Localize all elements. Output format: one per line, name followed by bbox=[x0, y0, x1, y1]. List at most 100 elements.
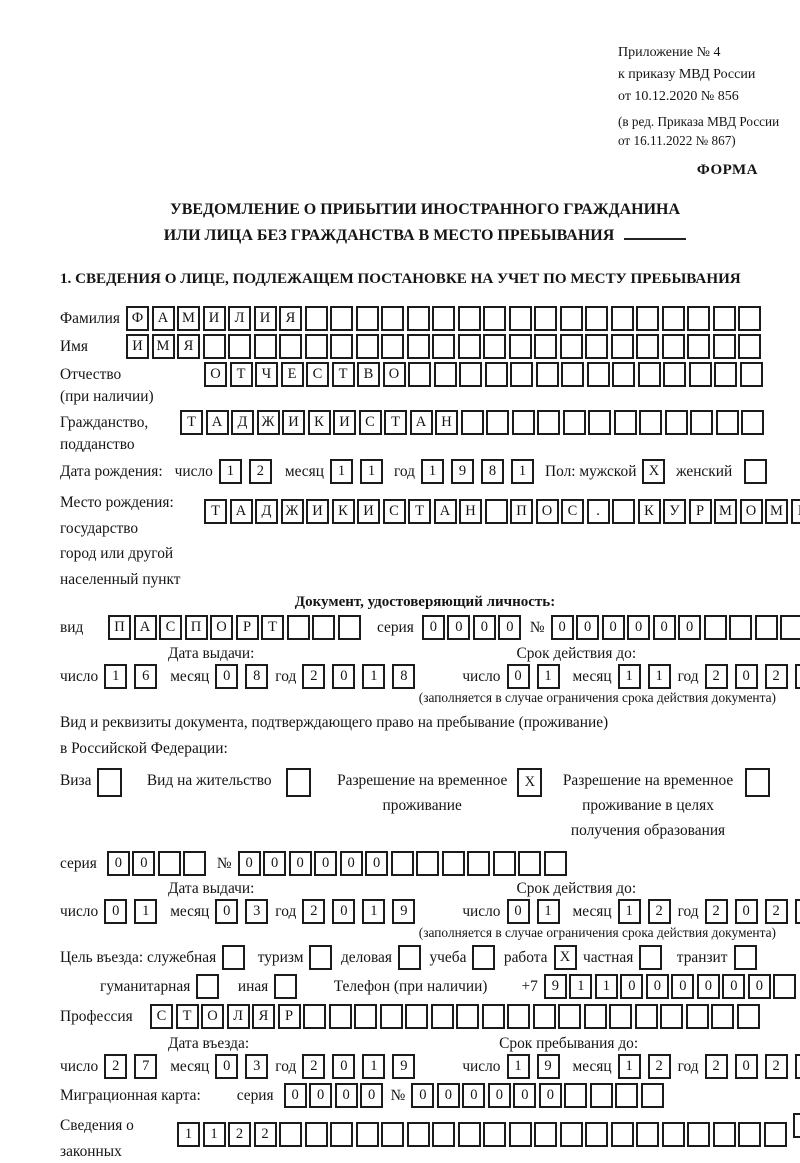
char-cell bbox=[486, 410, 509, 435]
char-cell bbox=[559, 1122, 583, 1147]
char-cell: 9 bbox=[392, 899, 416, 924]
sex-female-label: женский bbox=[675, 463, 733, 480]
char-cell: А bbox=[433, 499, 457, 524]
purpose-label: транзит bbox=[676, 949, 728, 966]
char-cell bbox=[467, 851, 491, 876]
char-cell bbox=[381, 306, 404, 331]
char-cell bbox=[687, 306, 710, 331]
char-cell: Т bbox=[204, 499, 227, 524]
month-label: месяц bbox=[170, 903, 210, 920]
char-cell: 6 bbox=[134, 664, 158, 689]
char-cell: М bbox=[714, 499, 737, 524]
mc-series-label: серия bbox=[236, 1087, 274, 1104]
char-cell: М bbox=[151, 334, 175, 359]
char-cell: П bbox=[184, 615, 208, 640]
char-cell bbox=[390, 851, 414, 876]
char-cell: 5 bbox=[794, 899, 800, 924]
char-cell bbox=[738, 1122, 761, 1147]
char-cell: Т bbox=[331, 362, 355, 387]
day-label: число bbox=[462, 668, 501, 685]
char-cell: Б bbox=[790, 499, 800, 524]
char-cell bbox=[537, 410, 560, 435]
char-cell bbox=[457, 306, 481, 331]
char-cell bbox=[612, 499, 635, 524]
char-cell bbox=[562, 410, 586, 435]
char-cell: И bbox=[333, 410, 356, 435]
char-cell: 0 bbox=[332, 664, 356, 689]
purpose-commercial-checkbox bbox=[397, 945, 424, 970]
char-cell bbox=[690, 410, 713, 435]
char-cell bbox=[330, 1122, 353, 1147]
char-cell: 9 bbox=[536, 1054, 560, 1079]
char-cell: 0 bbox=[332, 1054, 356, 1079]
char-cell bbox=[381, 1122, 404, 1147]
char-cell bbox=[534, 334, 557, 359]
appendix-line: Приложение № 4 bbox=[618, 45, 721, 60]
char-cell: Т bbox=[175, 1004, 199, 1029]
char-cell: 0 bbox=[215, 1054, 239, 1079]
char-cell: 0 bbox=[498, 615, 522, 640]
char-cell: 0 bbox=[627, 615, 651, 640]
char-cell bbox=[196, 974, 220, 999]
purpose-row1: Цель въезда: служебная туризм деловая уч… bbox=[60, 945, 790, 970]
char-cell: С bbox=[382, 499, 406, 524]
char-cell bbox=[253, 334, 277, 359]
char-cell bbox=[459, 362, 482, 387]
char-cell bbox=[472, 945, 496, 970]
char-cell: X bbox=[642, 459, 666, 484]
char-cell bbox=[585, 306, 608, 331]
char-cell bbox=[460, 410, 484, 435]
char-cell: А bbox=[133, 615, 157, 640]
form-title-line2: ИЛИ ЛИЦА БЕЗ ГРАЖДАНСТВА В МЕСТО ПРЕБЫВА… bbox=[163, 227, 615, 244]
char-cell bbox=[157, 851, 181, 876]
permit-type-row: Виза Вид на жительство Разрешение на вре… bbox=[60, 768, 790, 843]
char-cell bbox=[733, 945, 757, 970]
char-cell bbox=[432, 306, 455, 331]
birth-place-label: Место рождения: bbox=[60, 494, 174, 511]
char-cell bbox=[636, 334, 659, 359]
char-cell bbox=[430, 1004, 454, 1029]
char-cell bbox=[739, 362, 763, 387]
appendix-line: от 10.12.2020 № 856 bbox=[618, 89, 739, 104]
birth-place-label: государство bbox=[60, 519, 139, 537]
char-cell: 0 bbox=[722, 974, 746, 999]
char-cell bbox=[508, 1122, 532, 1147]
char-cell bbox=[406, 1122, 430, 1147]
char-cell: Р bbox=[277, 1004, 301, 1029]
char-cell: К bbox=[331, 499, 355, 524]
permit-number-label: № bbox=[216, 855, 232, 872]
char-cell: О bbox=[210, 615, 233, 640]
char-cell: 2 bbox=[704, 1054, 728, 1079]
entry-dates-head: Дата въезда: Срок пребывания до: bbox=[60, 1035, 790, 1053]
char-cell: 1 bbox=[362, 1054, 386, 1079]
char-cell bbox=[661, 1122, 685, 1147]
birth-place-label: населенный пункт bbox=[60, 570, 181, 588]
char-cell: 2 bbox=[647, 899, 671, 924]
char-cell bbox=[355, 1122, 379, 1147]
char-cell: А bbox=[229, 499, 253, 524]
char-cell: 9 bbox=[450, 459, 474, 484]
purpose-label: деловая bbox=[340, 949, 392, 966]
char-cell bbox=[564, 1083, 588, 1108]
char-cell bbox=[588, 410, 611, 435]
identity-doc-dates-head: Дата выдачи: Срок действия до: bbox=[60, 645, 790, 663]
month-label: месяц bbox=[572, 903, 612, 920]
char-cell: X bbox=[553, 945, 577, 970]
char-cell: К bbox=[307, 410, 331, 435]
char-cell: 0 bbox=[360, 1083, 384, 1108]
char-cell bbox=[793, 1113, 800, 1138]
char-cell: 0 bbox=[472, 615, 496, 640]
